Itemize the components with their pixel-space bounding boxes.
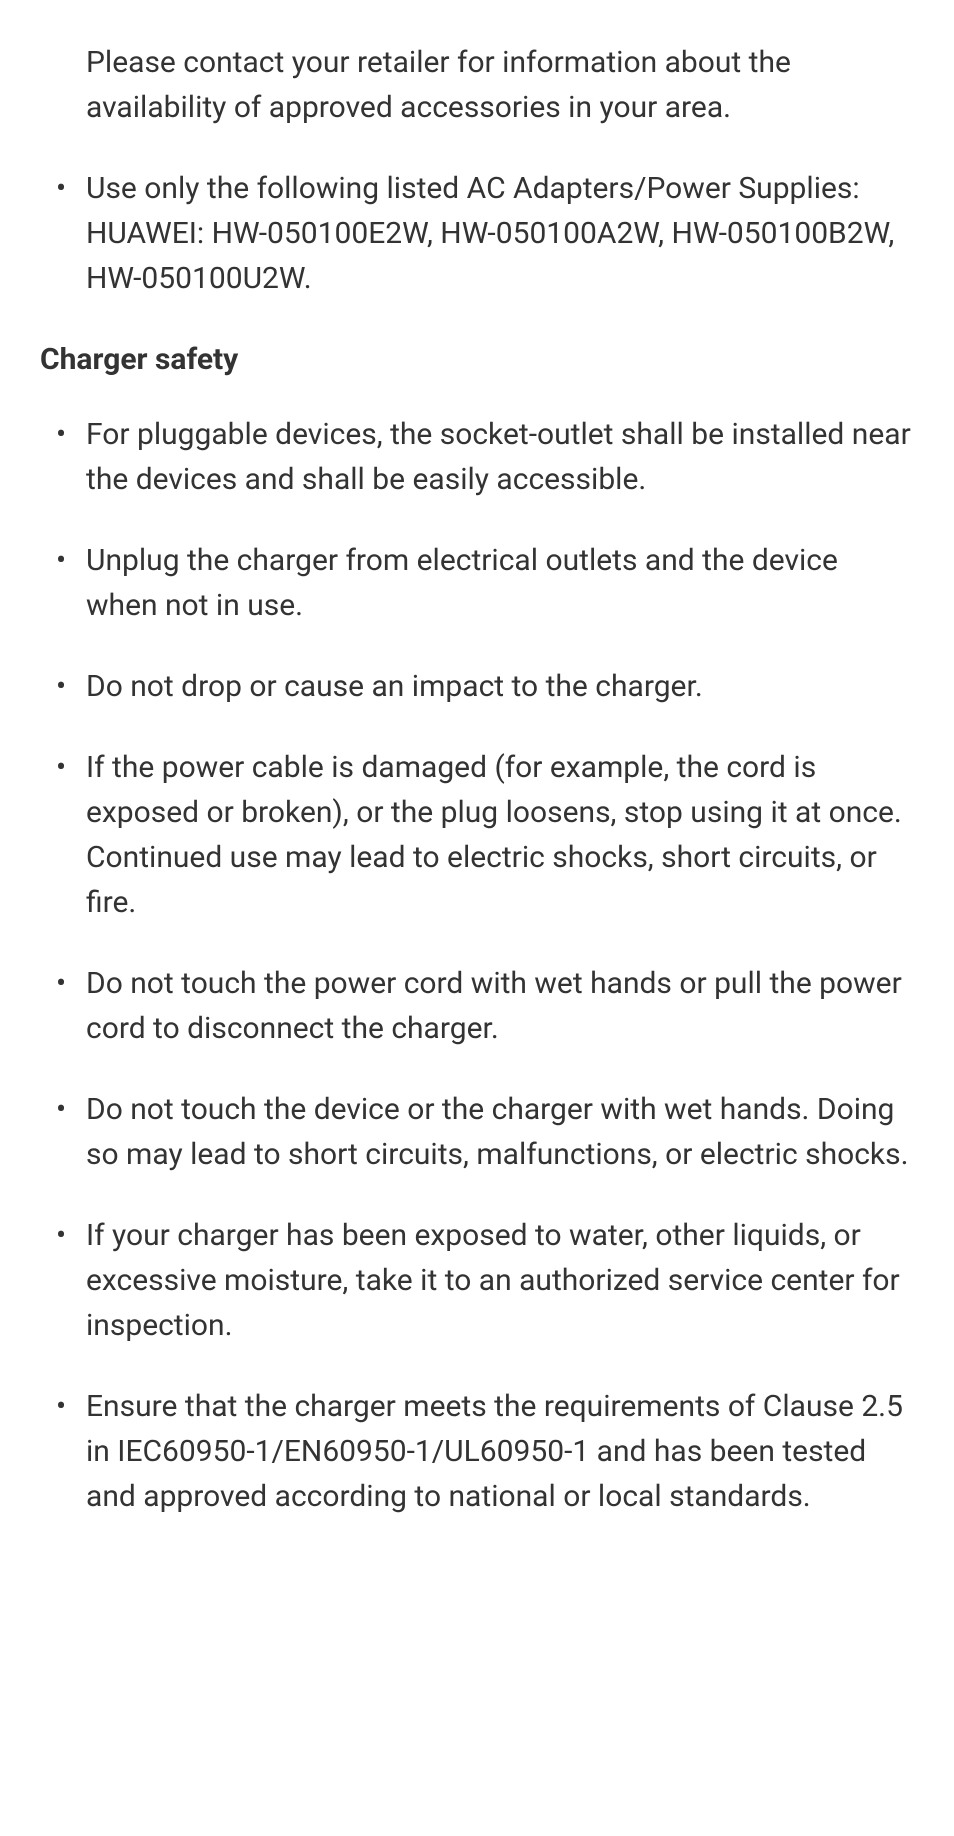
- list-item: For pluggable devices, the socket-outlet…: [40, 412, 914, 502]
- list-item: Do not touch the power cord with wet han…: [40, 961, 914, 1051]
- list-item: Unplug the charger from electrical outle…: [40, 538, 914, 628]
- charger-safety-list: For pluggable devices, the socket-outlet…: [40, 412, 914, 1519]
- top-bullet-list: Use only the following listed AC Adapter…: [40, 166, 914, 301]
- list-item: Use only the following listed AC Adapter…: [40, 166, 914, 301]
- list-item: Ensure that the charger meets the requir…: [40, 1384, 914, 1519]
- list-item: If the power cable is damaged (for examp…: [40, 745, 914, 925]
- section-heading: Charger safety: [40, 337, 914, 382]
- intro-paragraph: Please contact your retailer for informa…: [86, 40, 914, 130]
- list-item: Do not touch the device or the charger w…: [40, 1087, 914, 1177]
- list-item: Do not drop or cause an impact to the ch…: [40, 664, 914, 709]
- list-item: If your charger has been exposed to wate…: [40, 1213, 914, 1348]
